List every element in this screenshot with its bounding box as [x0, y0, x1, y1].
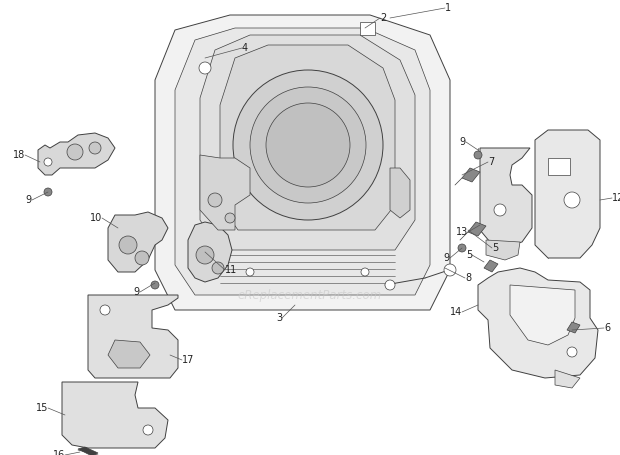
- Circle shape: [567, 347, 577, 357]
- Circle shape: [444, 264, 456, 276]
- Text: 10: 10: [90, 213, 102, 223]
- Circle shape: [44, 188, 52, 196]
- Circle shape: [225, 213, 235, 223]
- Circle shape: [151, 281, 159, 289]
- Circle shape: [212, 262, 224, 274]
- Circle shape: [135, 251, 149, 265]
- Circle shape: [44, 158, 52, 166]
- Text: 3: 3: [276, 313, 282, 323]
- Polygon shape: [567, 322, 580, 333]
- Polygon shape: [535, 130, 600, 258]
- Polygon shape: [480, 148, 532, 245]
- Circle shape: [67, 144, 83, 160]
- Circle shape: [266, 103, 350, 187]
- Circle shape: [199, 62, 211, 74]
- Text: 9: 9: [460, 137, 466, 147]
- Polygon shape: [486, 240, 520, 260]
- Circle shape: [119, 236, 137, 254]
- Text: 9: 9: [26, 195, 32, 205]
- Circle shape: [250, 87, 366, 203]
- Text: 1: 1: [445, 3, 451, 13]
- Text: 17: 17: [182, 355, 195, 365]
- Polygon shape: [390, 168, 410, 218]
- Circle shape: [361, 268, 369, 276]
- Circle shape: [100, 305, 110, 315]
- Polygon shape: [200, 35, 415, 250]
- Polygon shape: [62, 382, 168, 448]
- Text: 5: 5: [466, 250, 472, 260]
- Polygon shape: [38, 133, 115, 175]
- Text: 14: 14: [450, 307, 462, 317]
- Circle shape: [564, 192, 580, 208]
- Text: 5: 5: [492, 243, 498, 253]
- Text: 13: 13: [456, 227, 468, 237]
- Polygon shape: [155, 15, 450, 310]
- Polygon shape: [468, 222, 486, 236]
- Circle shape: [458, 244, 466, 252]
- Circle shape: [474, 151, 482, 159]
- Text: 6: 6: [604, 323, 610, 333]
- Polygon shape: [510, 285, 575, 345]
- Polygon shape: [484, 260, 498, 272]
- Polygon shape: [220, 45, 395, 230]
- Text: 9: 9: [444, 253, 450, 263]
- Polygon shape: [200, 155, 250, 230]
- Polygon shape: [360, 22, 375, 35]
- Text: 16: 16: [53, 450, 65, 455]
- Polygon shape: [88, 295, 178, 378]
- Polygon shape: [188, 222, 232, 282]
- Circle shape: [385, 280, 395, 290]
- Circle shape: [208, 193, 222, 207]
- Circle shape: [89, 142, 101, 154]
- Polygon shape: [478, 268, 598, 378]
- Circle shape: [143, 425, 153, 435]
- Text: 2: 2: [380, 13, 386, 23]
- Polygon shape: [555, 370, 580, 388]
- Polygon shape: [462, 168, 480, 182]
- Polygon shape: [548, 158, 570, 175]
- Text: 7: 7: [488, 157, 494, 167]
- Circle shape: [246, 268, 254, 276]
- Text: 12: 12: [612, 193, 620, 203]
- Text: 9: 9: [134, 287, 140, 297]
- Text: 15: 15: [35, 403, 48, 413]
- Circle shape: [494, 204, 506, 216]
- Text: 11: 11: [225, 265, 237, 275]
- Circle shape: [196, 246, 214, 264]
- Circle shape: [233, 70, 383, 220]
- Polygon shape: [78, 447, 98, 455]
- Polygon shape: [108, 340, 150, 368]
- Text: 8: 8: [465, 273, 471, 283]
- Polygon shape: [108, 212, 168, 272]
- Polygon shape: [175, 28, 430, 295]
- Text: 4: 4: [242, 43, 248, 53]
- Text: 18: 18: [13, 150, 25, 160]
- Text: eReplacementParts.com: eReplacementParts.com: [238, 288, 382, 302]
